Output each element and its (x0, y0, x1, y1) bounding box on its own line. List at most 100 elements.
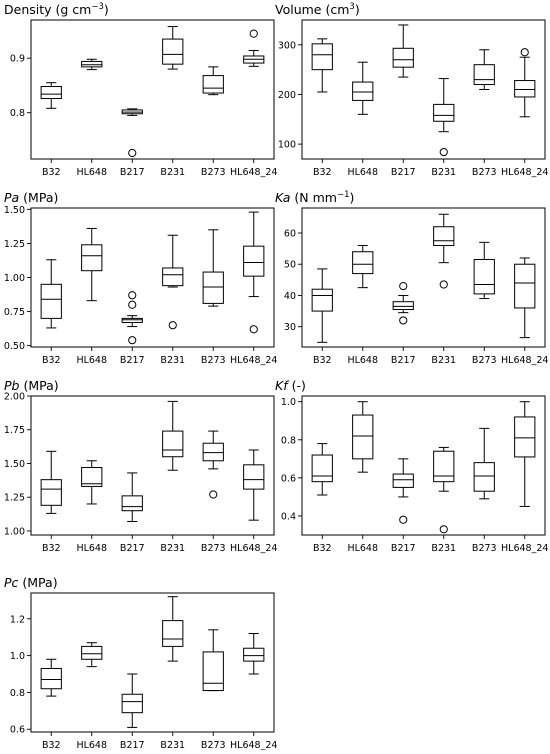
y-tick-label: 1.50 (4, 205, 25, 216)
box-B273 (202, 430, 224, 499)
x-tick-label: HL648_24 (230, 740, 277, 750)
chart-panel: Kf (-) 0.4 0.6 0.8 1.0 B32 HL648 B217 B231 B273 HL… (275, 378, 548, 554)
x-tick-label: B231 (160, 543, 185, 554)
iqr-box (202, 271, 224, 304)
outlier-point (439, 147, 448, 157)
box-HL648_24 (243, 449, 265, 521)
box-B217 (392, 24, 414, 78)
box-B273 (473, 427, 495, 500)
box-B217 (121, 673, 143, 728)
iqr-box (40, 479, 62, 506)
x-tick-label: B217 (391, 167, 416, 178)
outlier-point (128, 300, 137, 309)
chart-panel: Density (g cm−3) 0.8 0.9 B32 HL648 B217 B231 B2… (4, 2, 277, 178)
iqr-box (81, 60, 103, 68)
iqr-box (433, 103, 455, 122)
box-HL648_24 (243, 633, 265, 675)
iqr-box (311, 43, 333, 71)
iqr-box (433, 226, 455, 246)
outlier-point (399, 316, 408, 325)
iqr-box (162, 38, 184, 65)
x-tick-label: HL648_24 (230, 355, 277, 366)
box-HL648_24 (514, 257, 536, 339)
x-tick-label: HL648 (347, 355, 378, 366)
x-tick-label: B273 (472, 543, 497, 554)
x-tick-label: B273 (201, 167, 226, 178)
iqr-box (162, 620, 184, 647)
outlier-point (209, 490, 218, 499)
box-HL648_24 (514, 401, 536, 507)
iqr-box (202, 75, 224, 94)
x-tick-label: B217 (391, 543, 416, 554)
iqr-box (243, 464, 265, 490)
y-tick-label: 0.75 (4, 307, 25, 318)
iqr-box (392, 301, 414, 311)
iqr-box (81, 244, 103, 272)
box-HL648 (352, 244, 374, 289)
chart-panel: Pa (MPa) 0.50 0.75 1.00 1.25 1.50 B32 HL648 B217… (4, 190, 278, 366)
outlier-point (439, 525, 448, 534)
box-B32 (40, 450, 62, 514)
x-tick-label: B217 (120, 740, 145, 750)
box-B217 (121, 291, 143, 345)
y-tick-label: 50 (284, 260, 296, 271)
box-HL648_24 (243, 29, 265, 67)
box-B273 (473, 241, 495, 300)
y-tick-label: 2.00 (4, 392, 25, 403)
x-tick-label: HL648 (347, 543, 378, 554)
y-tick-label: 40 (284, 291, 296, 302)
outlier-point (128, 291, 137, 300)
y-tick-label: 1.50 (4, 459, 25, 470)
box-HL648 (352, 61, 374, 115)
axes-frame (301, 19, 546, 160)
iqr-box (243, 245, 265, 277)
iqr-box (311, 454, 333, 483)
x-tick-label: HL648_24 (501, 355, 548, 366)
x-tick-label: B231 (431, 355, 456, 366)
box-B32 (311, 38, 333, 93)
iqr-box (352, 414, 374, 460)
chart-title: Pb (MPa) (4, 378, 59, 393)
iqr-box (514, 263, 536, 309)
x-tick-label: B273 (201, 740, 226, 750)
box-HL648_24 (243, 211, 265, 334)
x-tick-label: B273 (472, 167, 497, 178)
y-tick-label: 100 (278, 140, 296, 151)
y-tick-label: 1.25 (4, 493, 25, 504)
axes-frame (30, 19, 275, 160)
x-tick-label: B32 (42, 740, 61, 750)
iqr-box (392, 473, 414, 488)
box-B273 (473, 49, 495, 90)
iqr-box (473, 462, 495, 492)
chart-title: Pa (MPa) (4, 190, 58, 205)
box-B32 (40, 259, 62, 329)
iqr-box (514, 80, 536, 98)
chart-panel: Volume (cm3) 100 200 300 B32 HL648 B217 B231 B27… (275, 2, 548, 178)
chart-panel: Pb (MPa) 1.00 1.25 1.50 1.75 2.00 B32 HL648 B217… (4, 378, 278, 554)
axes-frame (30, 395, 275, 536)
x-tick-label: B32 (313, 167, 332, 178)
chart-panel: Ka (N mm−1) 30 40 50 60 B32 HL648 B217 B231 B273 H… (275, 190, 548, 366)
x-tick-label: B273 (201, 355, 226, 366)
y-tick-label: 0.6 (281, 473, 296, 484)
iqr-box (352, 81, 374, 101)
chart-title: Volume (cm3) (275, 2, 360, 17)
iqr-box (81, 467, 103, 487)
y-tick-label: 0.9 (10, 54, 25, 65)
axes-frame (30, 592, 275, 733)
axes-frame (30, 207, 275, 348)
chart-title: Ka (N mm−1) (275, 190, 354, 205)
x-tick-label: B273 (472, 355, 497, 366)
box-B231 (433, 213, 455, 289)
box-B231 (433, 446, 455, 534)
axes-frame (301, 207, 546, 348)
x-tick-label: HL648_24 (501, 543, 548, 554)
box-B217 (121, 108, 143, 158)
outlier-point (520, 48, 529, 57)
box-B217 (392, 458, 414, 524)
y-tick-label: 300 (278, 40, 296, 51)
iqr-box (40, 283, 62, 319)
iqr-box (40, 667, 62, 690)
x-tick-label: HL648 (76, 167, 107, 178)
